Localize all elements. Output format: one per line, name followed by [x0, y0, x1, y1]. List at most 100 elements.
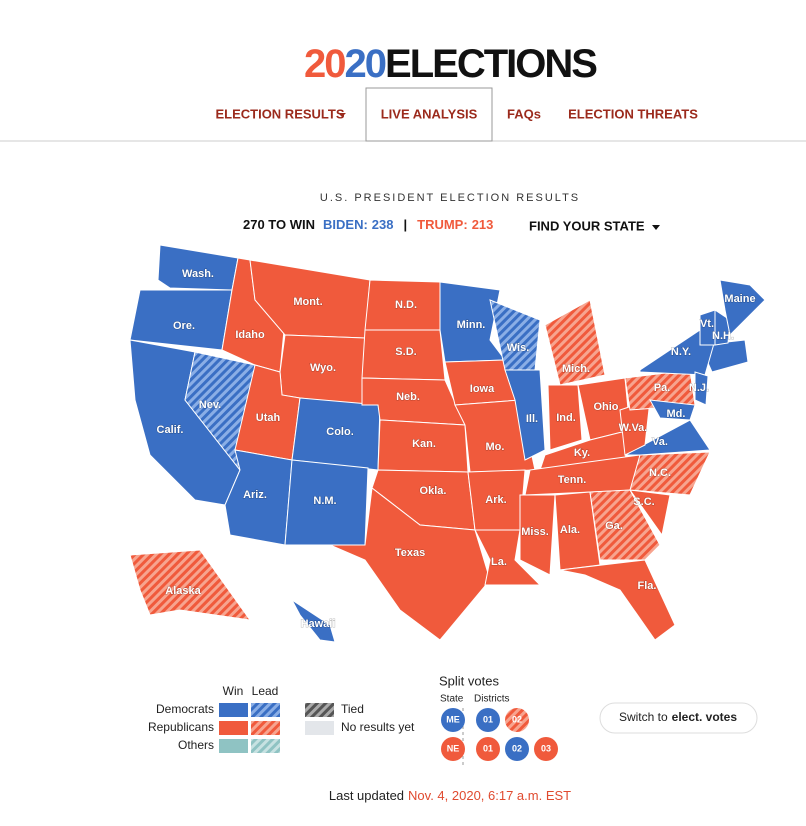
legend-label: Others — [178, 738, 214, 752]
switch-label[interactable]: Switch to elect. votes — [619, 710, 737, 724]
state-label: Vt. — [700, 318, 714, 330]
split-label: 01 — [483, 714, 493, 724]
switch-button[interactable] — [599, 702, 758, 734]
nav-item[interactable]: ELECTION RESULTS — [215, 106, 344, 121]
state-label: S.C. — [633, 496, 654, 508]
state-label: Wis. — [507, 342, 530, 354]
state-label: S.D. — [395, 346, 416, 358]
last-updated: Last updated Nov. 4, 2020, 6:17 a.m. EST — [329, 788, 571, 803]
state-label: Ga. — [605, 520, 623, 532]
state-label: Pa. — [654, 382, 671, 394]
state-label: N.D. — [395, 299, 417, 311]
state-label: Calif. — [157, 424, 184, 436]
state[interactable] — [719, 279, 766, 337]
state-label: Ariz. — [243, 489, 267, 501]
state-label: Tenn. — [558, 474, 587, 486]
split-label: 02 — [512, 743, 522, 753]
text-part: elect. votes — [672, 710, 738, 724]
state-label: Hawaii — [301, 618, 336, 630]
nav-item[interactable]: FAQs — [507, 106, 541, 121]
scoreboard: 270 TO WIN BIDEN: 238 | TRUMP: 213 — [243, 217, 493, 232]
state[interactable] — [628, 489, 671, 537]
split-label: ME — [446, 714, 460, 724]
dropdown-arrow — [652, 225, 660, 230]
split-circle — [476, 708, 500, 732]
state-label: Mo. — [486, 441, 505, 453]
split-circle — [505, 737, 529, 761]
legend-swatch — [251, 739, 280, 753]
text-part: BIDEN: — [323, 217, 368, 232]
state-label: Neb. — [396, 391, 420, 403]
text-part: 270 TO WIN — [243, 217, 315, 232]
state[interactable] — [519, 494, 556, 576]
legend-head: Win — [223, 684, 244, 698]
split-sub: State — [440, 694, 464, 705]
state-label: Utah — [256, 412, 281, 424]
state[interactable] — [624, 419, 711, 456]
state-label: Minn. — [457, 319, 486, 331]
state-label: Mont. — [293, 296, 322, 308]
state-label: Kan. — [412, 438, 436, 450]
state[interactable] — [559, 559, 676, 641]
split-circle — [441, 737, 465, 761]
state-label: Ark. — [485, 494, 506, 506]
state-label: N.J. — [689, 382, 709, 394]
text-part: Switch to — [619, 710, 668, 724]
nav-item[interactable]: ELECTION THREATS — [568, 106, 698, 121]
state-label: Texas — [395, 547, 425, 559]
state-label: N.M. — [313, 495, 336, 507]
state-label: Wyo. — [310, 362, 336, 374]
state[interactable] — [589, 489, 661, 561]
state-label: Maine — [724, 293, 755, 305]
state-label: Ind. — [556, 412, 576, 424]
legend-swatch — [251, 703, 280, 717]
state[interactable] — [694, 371, 709, 406]
find-state[interactable]: FIND YOUR STATE — [529, 218, 645, 233]
state[interactable] — [547, 384, 583, 451]
state-label: Okla. — [420, 485, 447, 497]
state[interactable] — [629, 451, 711, 496]
state[interactable] — [329, 487, 491, 641]
legend-head: Lead — [252, 684, 279, 698]
legend-swatch — [219, 703, 248, 717]
state-label: W.Va. — [619, 422, 648, 434]
split-label: 01 — [483, 743, 493, 753]
state-label: Fla. — [638, 580, 657, 592]
dropdown-arrow — [338, 113, 346, 117]
state[interactable] — [504, 369, 546, 461]
state[interactable] — [544, 299, 606, 386]
active-tab — [365, 87, 493, 142]
state-label: N.H. — [712, 330, 734, 342]
state[interactable] — [639, 329, 716, 376]
text-part: 20 — [345, 42, 386, 86]
legend-label: No results yet — [341, 720, 415, 734]
text-part: Nov. 4, 2020, 6:17 a.m. EST — [408, 788, 571, 803]
state[interactable] — [157, 244, 239, 291]
state-label: Ill. — [526, 413, 538, 425]
nav-item[interactable]: LIVE ANALYSIS — [381, 106, 478, 121]
state-label: Ala. — [560, 524, 580, 536]
split-circle — [505, 708, 529, 732]
split-label: 02 — [512, 714, 522, 724]
state[interactable] — [129, 549, 252, 621]
state-label: Ky. — [574, 447, 590, 459]
state-label: Miss. — [521, 526, 549, 538]
text-part: 20 — [304, 42, 345, 86]
text-part: | — [404, 217, 408, 232]
text-part: 238 — [372, 217, 394, 232]
state-label: La. — [491, 556, 507, 568]
state-label: Idaho — [235, 329, 265, 341]
legend-label: Republicans — [148, 720, 214, 734]
state[interactable] — [649, 399, 696, 421]
state[interactable] — [291, 599, 336, 643]
legend-swatch — [305, 721, 334, 735]
state-label: Va. — [652, 436, 668, 448]
text-part: Last updated — [329, 788, 404, 803]
legend-swatch — [219, 739, 248, 753]
state-label: Md. — [667, 408, 686, 420]
state-label: Ohio — [593, 401, 618, 413]
split-circle — [441, 708, 465, 732]
split-sub: Districts — [474, 694, 510, 705]
text-part: TRUMP: — [417, 217, 468, 232]
